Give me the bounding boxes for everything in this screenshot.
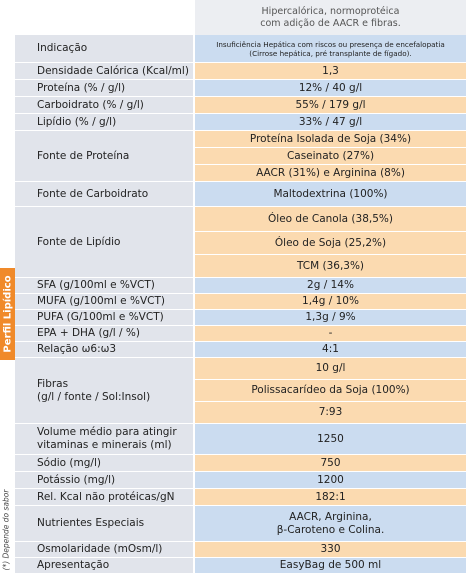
- row-label: MUFA (g/100ml e %VCT): [15, 294, 195, 310]
- value-line: (Cirrose hepática, pré transplante de fí…: [249, 48, 412, 58]
- row-value: Polissacarídeo da Soja (100%): [195, 380, 466, 402]
- row-value: AACR (31%) e Arginina (8%): [195, 165, 466, 182]
- row-label: Apresentação: [15, 558, 195, 574]
- row-value: 750: [195, 455, 466, 472]
- label-line: (g/l / fonte / Sol:Insol): [37, 390, 151, 403]
- row-value: 2g / 14%: [195, 278, 466, 294]
- row-value: 10 g/l: [195, 358, 466, 380]
- footnote: (*) Depende do sabor: [1, 489, 11, 571]
- row-value: Óleo de Canola (38,5%): [195, 207, 466, 232]
- row-value: 12% / 40 g/l: [195, 80, 466, 97]
- row-value: 33% / 47 g/l: [195, 114, 466, 131]
- row-value: 1200: [195, 472, 466, 489]
- row-label: Fibras (g/l / fonte / Sol:Insol): [15, 358, 195, 424]
- row-label: Sódio (mg/l): [15, 455, 195, 472]
- row-label: Nutrientes Especiais: [15, 506, 195, 542]
- header-line: Hipercalórica, normoprotéica: [261, 5, 400, 17]
- row-value: 4:1: [195, 342, 466, 358]
- row-label: EPA + DHA (g/l / %): [15, 326, 195, 342]
- row-value: 55% / 179 g/l: [195, 97, 466, 114]
- row-label: Carboidrato (% / g/l): [15, 97, 195, 114]
- value-line: β-Caroteno e Colina.: [276, 523, 385, 536]
- row-label: Osmolaridade (mOsm/l): [15, 542, 195, 558]
- row-label: Potássio (mg/l): [15, 472, 195, 489]
- row-label: Fonte de Lipídio: [15, 207, 195, 278]
- row-label: Lipídio (% / g/l): [15, 114, 195, 131]
- row-value: 1,4g / 10%: [195, 294, 466, 310]
- value-line: Insuficiência Hepática com riscos ou pre…: [216, 39, 445, 49]
- row-label: Relação ω6:ω3: [15, 342, 195, 358]
- row-value: Caseinato (27%): [195, 148, 466, 165]
- row-value: 7:93: [195, 402, 466, 424]
- row-label: Densidade Calórica (Kcal/ml): [15, 63, 195, 80]
- row-value: EasyBag de 500 ml: [195, 558, 466, 574]
- row-value: 182:1: [195, 489, 466, 506]
- row-value: TCM (36,3%): [195, 255, 466, 278]
- label-line: vitaminas e minerais (ml): [37, 439, 172, 451]
- row-value: 330: [195, 542, 466, 558]
- label-line: Volume médio para atingir: [37, 426, 177, 439]
- row-label: Proteína (% / g/l): [15, 80, 195, 97]
- row-label: Fonte de Proteína: [15, 131, 195, 182]
- row-value: AACR, Arginina, β-Caroteno e Colina.: [195, 506, 466, 542]
- label-line: Fibras: [37, 377, 69, 390]
- row-value: 1250: [195, 424, 466, 455]
- row-value: Insuficiência Hepática com riscos ou pre…: [195, 35, 466, 63]
- row-value: 1,3: [195, 63, 466, 80]
- row-value: Óleo de Soja (25,2%): [195, 232, 466, 255]
- row-value: Maltodextrina (100%): [195, 182, 466, 207]
- header: Hipercalórica, normoprotéica com adição d…: [195, 0, 466, 35]
- header-line: com adição de AACR e fibras.: [260, 17, 401, 29]
- value-line: AACR, Arginina,: [289, 510, 372, 523]
- row-value: 1,3g / 9%: [195, 310, 466, 326]
- row-label: Volume médio para atingir vitaminas e min…: [15, 424, 195, 455]
- row-value: Proteína Isolada de Soja (34%): [195, 131, 466, 148]
- row-label: PUFA (G/100ml e %VCT): [15, 310, 195, 326]
- row-label: Rel. Kcal não protéicas/gN: [15, 489, 195, 506]
- side-tab: Perfil Lipídico: [0, 268, 15, 360]
- row-label: Fonte de Carboidrato: [15, 182, 195, 207]
- row-value: -: [195, 326, 466, 342]
- row-label: Indicação: [15, 35, 195, 63]
- row-label: SFA (g/100ml e %VCT): [15, 278, 195, 294]
